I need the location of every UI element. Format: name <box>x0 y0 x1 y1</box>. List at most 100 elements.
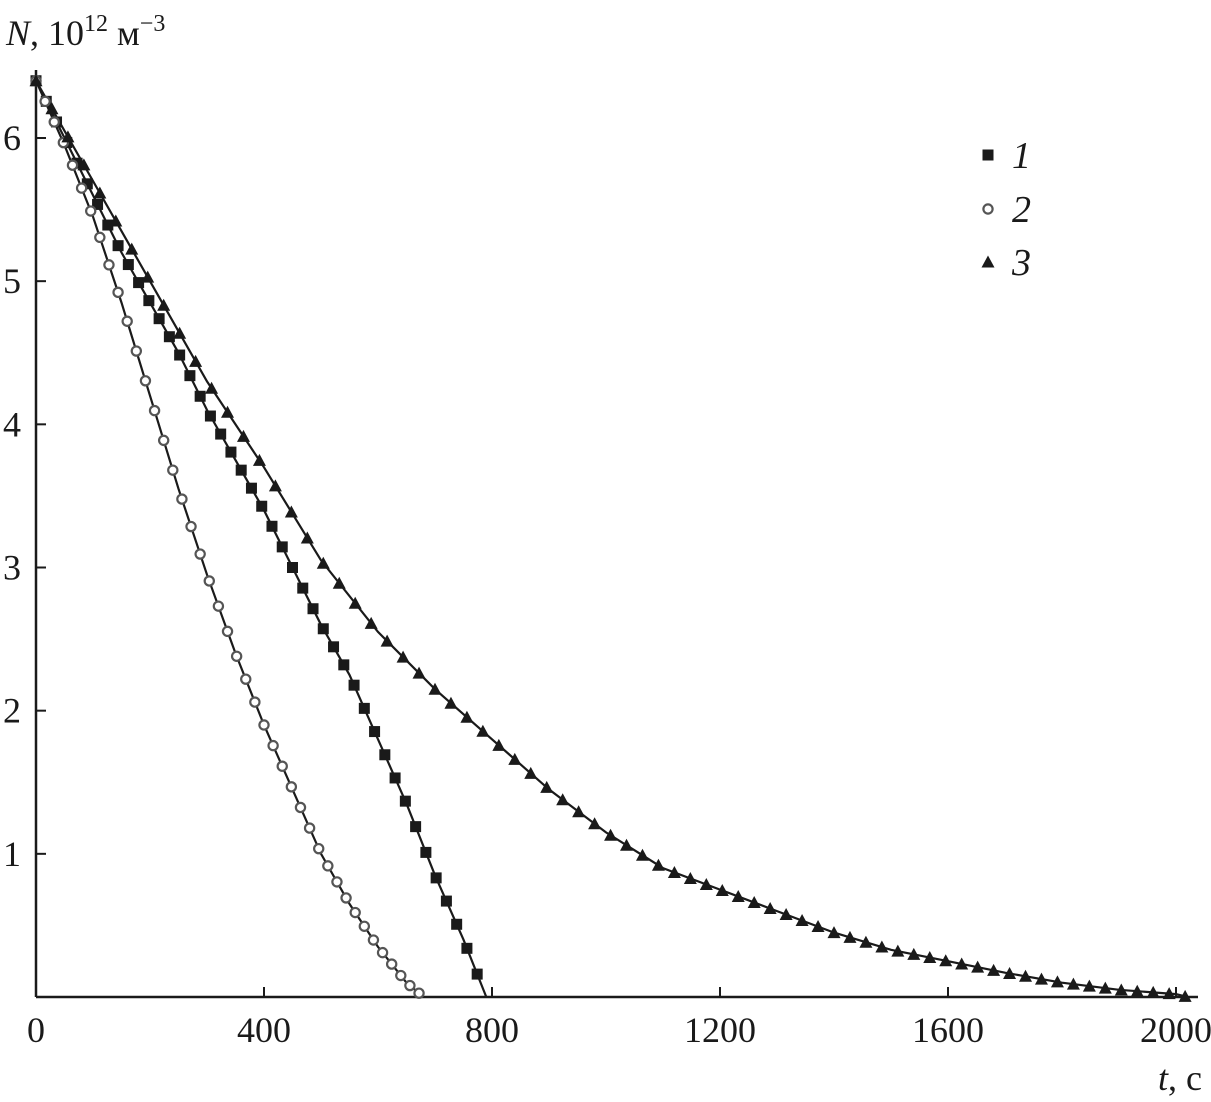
data-points <box>29 74 1192 1002</box>
series-1-point <box>256 500 268 512</box>
series-1-point <box>440 895 452 907</box>
series-3-point <box>236 429 250 442</box>
x-tick-label: 2000 <box>1140 1010 1211 1050</box>
series-3-point <box>667 865 681 878</box>
series-3-point <box>460 710 474 723</box>
series-2-point <box>331 876 343 888</box>
series-2-point <box>212 600 225 612</box>
series-2-point <box>94 231 106 244</box>
series-3-point <box>556 793 570 806</box>
series-3-point <box>811 920 825 933</box>
series-3-point <box>45 102 59 115</box>
series-1-point <box>399 795 411 807</box>
series-3-point <box>747 896 761 909</box>
series-2-point <box>103 259 115 271</box>
series-1-point <box>287 562 298 573</box>
series-1-point <box>369 726 381 738</box>
series-2-point <box>267 739 279 752</box>
series-3-point <box>316 556 330 569</box>
series-3-point <box>221 405 235 418</box>
series-3-point <box>779 908 793 921</box>
series-1-point <box>153 313 165 325</box>
series-3-point <box>1146 985 1160 998</box>
series-2-point <box>230 650 243 662</box>
series-2-point <box>276 760 288 772</box>
series-2-point <box>376 946 389 959</box>
legend-marker-3 <box>981 255 995 268</box>
series-3-point <box>1034 972 1048 985</box>
series-3-point <box>524 766 538 779</box>
legend-label-3: 3 <box>1011 242 1031 284</box>
series-3-point <box>109 214 123 227</box>
series-3-point <box>1114 983 1128 996</box>
series-3-point <box>268 479 282 492</box>
series-3-point <box>827 926 841 939</box>
axes <box>34 70 1198 999</box>
series-3-point <box>588 817 602 830</box>
series-1-point <box>297 582 309 594</box>
series-3-point <box>284 505 298 518</box>
series-1-point <box>245 482 257 494</box>
series-3-point <box>476 724 490 737</box>
series-2-point <box>340 892 352 904</box>
series-1-point <box>112 240 124 252</box>
series-3-point <box>1162 987 1176 1000</box>
series-3-point <box>843 930 857 943</box>
series-1-point <box>122 259 134 271</box>
legend-marker-2 <box>982 203 994 215</box>
series-2-point <box>121 315 133 327</box>
series-1-point <box>451 918 463 930</box>
series-3-point <box>795 914 809 927</box>
series-3-point <box>61 130 75 143</box>
series-3-point <box>875 940 889 953</box>
series-2-point <box>294 801 307 814</box>
series-2-point <box>185 520 197 533</box>
series-3-point <box>540 780 554 793</box>
y-axis-title: N, 1012 м−3 <box>5 11 165 53</box>
series-3-point <box>907 947 921 960</box>
series-2-point <box>75 182 88 194</box>
legend-marker-1 <box>982 149 994 161</box>
series-3-point <box>93 186 107 199</box>
series-1-point <box>410 821 422 833</box>
series-2-point <box>176 493 188 505</box>
series-1-point <box>461 942 473 954</box>
series-2-point <box>112 286 124 299</box>
series-3-point <box>1178 989 1192 1002</box>
x-axis-title: t, c <box>1158 1058 1202 1098</box>
series-2-point <box>148 404 161 417</box>
series-3-point <box>396 650 410 663</box>
series-3-point <box>1050 975 1064 988</box>
series-1-point <box>266 520 278 532</box>
series-2-point <box>194 548 206 560</box>
series-2-point <box>130 345 143 357</box>
series-3-point <box>572 805 586 818</box>
series-2-line <box>34 80 425 998</box>
y-tick-label: 4 <box>3 404 21 444</box>
series-3-point <box>891 944 905 957</box>
y-tick-label: 6 <box>3 118 21 158</box>
series-3-point <box>1098 981 1112 994</box>
y-tick-label: 3 <box>3 548 21 588</box>
y-axis-exponent: 12 <box>84 11 108 37</box>
series-1-point <box>307 603 319 615</box>
x-tick-label: 1200 <box>684 1010 756 1050</box>
series-2-point <box>313 842 325 855</box>
x-tick-label: 0 <box>27 1010 45 1050</box>
series-3-point <box>683 871 697 884</box>
series-2-point <box>139 375 152 387</box>
y-axis-symbol: N <box>5 13 32 53</box>
x-tick-label: 800 <box>465 1010 519 1050</box>
series-3-point <box>987 963 1001 976</box>
series-3-point <box>635 848 649 861</box>
series-3-point <box>620 838 634 851</box>
legend-label-1: 1 <box>1012 135 1031 177</box>
series-3-point <box>492 738 506 751</box>
series-2-point <box>240 673 252 685</box>
series-3-point <box>508 752 522 765</box>
series-2-point <box>322 860 334 872</box>
series-2-point <box>385 958 398 970</box>
series-3-point <box>955 957 969 970</box>
series-3-point <box>29 74 43 87</box>
